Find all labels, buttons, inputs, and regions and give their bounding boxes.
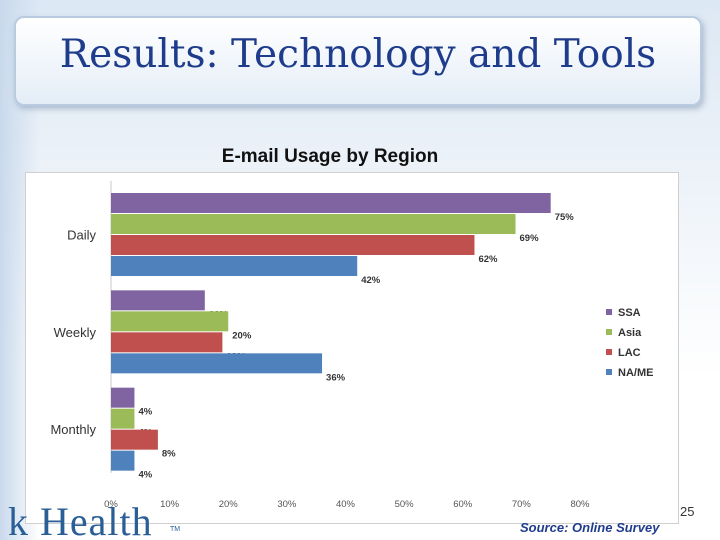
x-tick-label: 80%: [570, 499, 590, 510]
chart-title: E-mail Usage by Region: [221, 146, 439, 167]
x-tick-label: 50%: [395, 499, 415, 510]
bar: [111, 256, 358, 276]
legend-swatch: [606, 309, 612, 315]
data-label: 4%: [138, 470, 152, 481]
data-label: 62%: [478, 254, 498, 265]
legend-swatch: [606, 329, 612, 335]
category-label: Weekly: [54, 325, 97, 340]
data-label: 69%: [520, 233, 540, 244]
logo-trademark: TM: [170, 526, 181, 533]
data-label: 36%: [326, 372, 346, 383]
x-tick-label: 60%: [453, 499, 473, 510]
bar: [111, 408, 135, 429]
x-tick-label: 0%: [104, 499, 118, 510]
x-tick-label: 40%: [336, 499, 356, 510]
data-label: 8%: [162, 449, 176, 460]
data-label: 20%: [232, 330, 252, 341]
bar: [111, 450, 135, 471]
title-box: Results: Technology and Tools: [14, 16, 702, 106]
legend-swatch: [606, 349, 612, 355]
legend-label: LAC: [618, 347, 641, 359]
bar: [111, 353, 323, 374]
bar: [111, 332, 223, 353]
x-tick-label: 20%: [219, 499, 239, 510]
bar: [111, 429, 158, 450]
bar: [111, 235, 475, 255]
legend-swatch: [606, 369, 612, 375]
legend-label: NA/ME: [618, 367, 653, 379]
x-tick-label: 10%: [160, 499, 180, 510]
data-label: 75%: [555, 212, 575, 223]
bar: [111, 193, 551, 213]
legend-label: Asia: [618, 327, 642, 339]
slide-number: 25: [680, 504, 695, 519]
logo-initial: k: [8, 499, 28, 540]
source-note: Source: Online Survey: [520, 520, 660, 535]
bar: [111, 387, 135, 408]
category-label: Monthly: [50, 422, 96, 437]
data-label: 4%: [138, 407, 152, 418]
bar: [111, 214, 516, 234]
legend-label: SSA: [618, 307, 641, 319]
data-label: 42%: [361, 275, 381, 286]
bar: [111, 290, 205, 311]
bar: [111, 311, 229, 332]
logo-text: Health: [40, 499, 153, 540]
x-tick-label: 30%: [277, 499, 297, 510]
slide-title: Results: Technology and Tools: [59, 32, 657, 77]
bar-chart: Daily75%69%62%42%Weekly16%20%19%36%Month…: [25, 172, 679, 524]
khealth-logo: k Health TM: [6, 498, 181, 540]
category-label: Daily: [67, 228, 96, 243]
x-tick-label: 70%: [512, 499, 532, 510]
